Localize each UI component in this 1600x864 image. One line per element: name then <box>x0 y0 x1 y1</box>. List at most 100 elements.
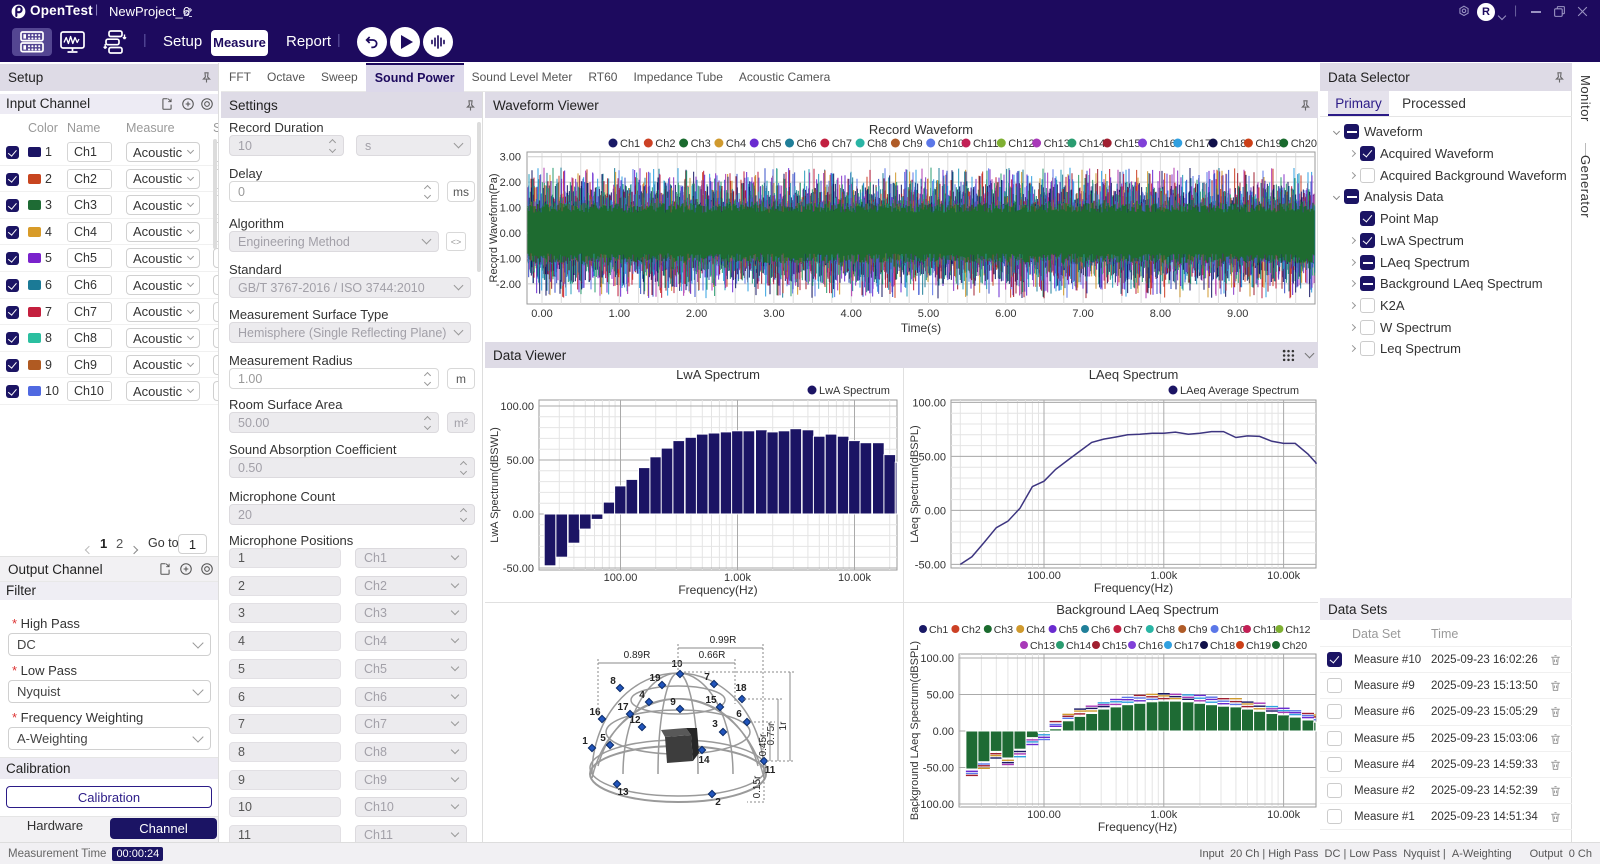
svg-text:Ch19: Ch19 <box>1246 640 1271 652</box>
svg-text:10: 10 <box>671 659 683 670</box>
svg-text:0.15r: 0.15r <box>752 775 763 798</box>
svg-text:Ch6: Ch6 <box>797 138 817 150</box>
svg-text:Record Waveform: Record Waveform <box>869 122 973 137</box>
svg-text:10.00k: 10.00k <box>838 572 872 584</box>
svg-text:Ch19: Ch19 <box>1255 138 1281 150</box>
svg-text:-50.00: -50.00 <box>915 559 946 571</box>
svg-text:100.00: 100.00 <box>1027 809 1061 821</box>
svg-text:1.00k: 1.00k <box>724 572 751 584</box>
svg-text:Ch9: Ch9 <box>902 138 922 150</box>
svg-text:Ch13: Ch13 <box>1030 640 1055 652</box>
svg-text:50.00: 50.00 <box>506 455 534 467</box>
svg-text:1.00k: 1.00k <box>1150 809 1177 821</box>
svg-text:4: 4 <box>639 690 645 701</box>
svg-text:Ch5: Ch5 <box>1059 624 1078 636</box>
svg-text:Ch1: Ch1 <box>929 624 948 636</box>
svg-text:Ch7: Ch7 <box>1123 624 1142 636</box>
svg-text:Ch2: Ch2 <box>655 138 675 150</box>
svg-text:LAeq Average Spectrum: LAeq Average Spectrum <box>1180 385 1299 397</box>
svg-text:Ch8: Ch8 <box>1156 624 1175 636</box>
svg-text:Frequency(Hz): Frequency(Hz) <box>678 583 757 597</box>
svg-text:13: 13 <box>617 787 629 798</box>
svg-text:1: 1 <box>582 736 588 747</box>
svg-text:Ch7: Ch7 <box>832 138 852 150</box>
svg-text:Background LAeq Spectrum(dBSPL: Background LAeq Spectrum(dBSPL) <box>909 641 921 820</box>
svg-text:0.75r: 0.75r <box>766 722 777 745</box>
svg-text:0.00: 0.00 <box>500 228 521 240</box>
svg-text:Ch10: Ch10 <box>938 138 964 150</box>
svg-text:Ch16: Ch16 <box>1138 640 1163 652</box>
svg-text:Ch20: Ch20 <box>1291 138 1317 150</box>
svg-text:Ch10: Ch10 <box>1221 624 1246 636</box>
svg-text:19: 19 <box>649 673 661 684</box>
svg-text:8.00: 8.00 <box>1150 308 1171 320</box>
svg-text:Ch12: Ch12 <box>1008 138 1034 150</box>
svg-text:50.00: 50.00 <box>926 690 954 702</box>
svg-text:100.00: 100.00 <box>604 572 638 584</box>
svg-text:0.00: 0.00 <box>513 509 534 521</box>
svg-text:Ch1: Ch1 <box>620 138 640 150</box>
svg-text:Ch18: Ch18 <box>1210 640 1235 652</box>
svg-text:4.00: 4.00 <box>840 308 861 320</box>
svg-text:2: 2 <box>715 797 721 808</box>
svg-text:Record Waveform(Pa): Record Waveform(Pa) <box>488 173 500 282</box>
svg-text:-50.00: -50.00 <box>503 563 534 575</box>
svg-text:Ch2: Ch2 <box>961 624 980 636</box>
svg-text:-1.00: -1.00 <box>496 253 521 265</box>
svg-text:2.00: 2.00 <box>686 308 707 320</box>
svg-text:3.00: 3.00 <box>763 308 784 320</box>
svg-text:0.00: 0.00 <box>933 726 954 738</box>
svg-text:Ch20: Ch20 <box>1282 640 1307 652</box>
svg-text:Background LAeq Spectrum: Background LAeq Spectrum <box>1056 604 1219 617</box>
svg-text:100.00: 100.00 <box>500 401 534 413</box>
svg-text:Ch17: Ch17 <box>1174 640 1199 652</box>
svg-text:LwA Spectrum(dBSWL): LwA Spectrum(dBSWL) <box>489 427 501 543</box>
svg-text:Ch11: Ch11 <box>1253 624 1277 636</box>
svg-text:17: 17 <box>617 702 629 713</box>
svg-text:LAeq Spectrum(dBSPL): LAeq Spectrum(dBSPL) <box>909 425 921 542</box>
svg-text:0.89R: 0.89R <box>624 650 651 661</box>
svg-text:100.00: 100.00 <box>920 653 954 665</box>
svg-text:0.45r: 0.45r <box>758 733 769 756</box>
svg-text:Ch9: Ch9 <box>1188 624 1207 636</box>
svg-text:100.00: 100.00 <box>912 397 946 409</box>
svg-text:Frequency(Hz): Frequency(Hz) <box>1094 581 1173 595</box>
svg-text:15: 15 <box>705 695 717 706</box>
svg-text:1.00: 1.00 <box>500 203 521 215</box>
svg-text:Frequency(Hz): Frequency(Hz) <box>1098 820 1177 834</box>
svg-text:14: 14 <box>698 755 710 766</box>
svg-text:-2.00: -2.00 <box>496 279 521 291</box>
svg-text:LAeq Spectrum: LAeq Spectrum <box>1089 370 1179 382</box>
svg-text:Ch15: Ch15 <box>1102 640 1127 652</box>
svg-text:0.66R: 0.66R <box>699 650 726 661</box>
svg-text:-100.00: -100.00 <box>917 799 954 811</box>
svg-text:Ch17: Ch17 <box>1185 138 1211 150</box>
svg-text:-50.00: -50.00 <box>923 763 954 775</box>
svg-text:Ch3: Ch3 <box>994 624 1013 636</box>
svg-text:5.00: 5.00 <box>918 308 939 320</box>
svg-text:9: 9 <box>670 697 676 708</box>
svg-text:Ch16: Ch16 <box>1150 138 1176 150</box>
svg-text:1.00: 1.00 <box>609 308 630 320</box>
svg-text:Ch15: Ch15 <box>1114 138 1140 150</box>
svg-text:0.00: 0.00 <box>925 505 946 517</box>
svg-text:Ch13: Ch13 <box>1044 138 1070 150</box>
svg-text:Ch8: Ch8 <box>867 138 887 150</box>
svg-text:2.00: 2.00 <box>500 177 521 189</box>
svg-text:Ch6: Ch6 <box>1091 624 1110 636</box>
svg-text:Ch14: Ch14 <box>1079 138 1105 150</box>
svg-text:50.00: 50.00 <box>918 451 946 463</box>
svg-text:1r: 1r <box>778 721 789 731</box>
svg-text:7.00: 7.00 <box>1072 308 1093 320</box>
svg-text:0.99R: 0.99R <box>710 635 737 646</box>
svg-text:Ch4: Ch4 <box>1026 624 1045 636</box>
svg-text:9.00: 9.00 <box>1227 308 1248 320</box>
svg-text:Ch4: Ch4 <box>726 138 746 150</box>
svg-text:6.00: 6.00 <box>995 308 1016 320</box>
svg-text:LwA Spectrum: LwA Spectrum <box>676 370 760 382</box>
svg-text:Ch14: Ch14 <box>1066 640 1091 652</box>
svg-text:11: 11 <box>765 765 776 776</box>
svg-text:3: 3 <box>712 719 718 730</box>
svg-text:Time(s): Time(s) <box>901 321 941 335</box>
svg-text:1.00k: 1.00k <box>1150 570 1177 582</box>
